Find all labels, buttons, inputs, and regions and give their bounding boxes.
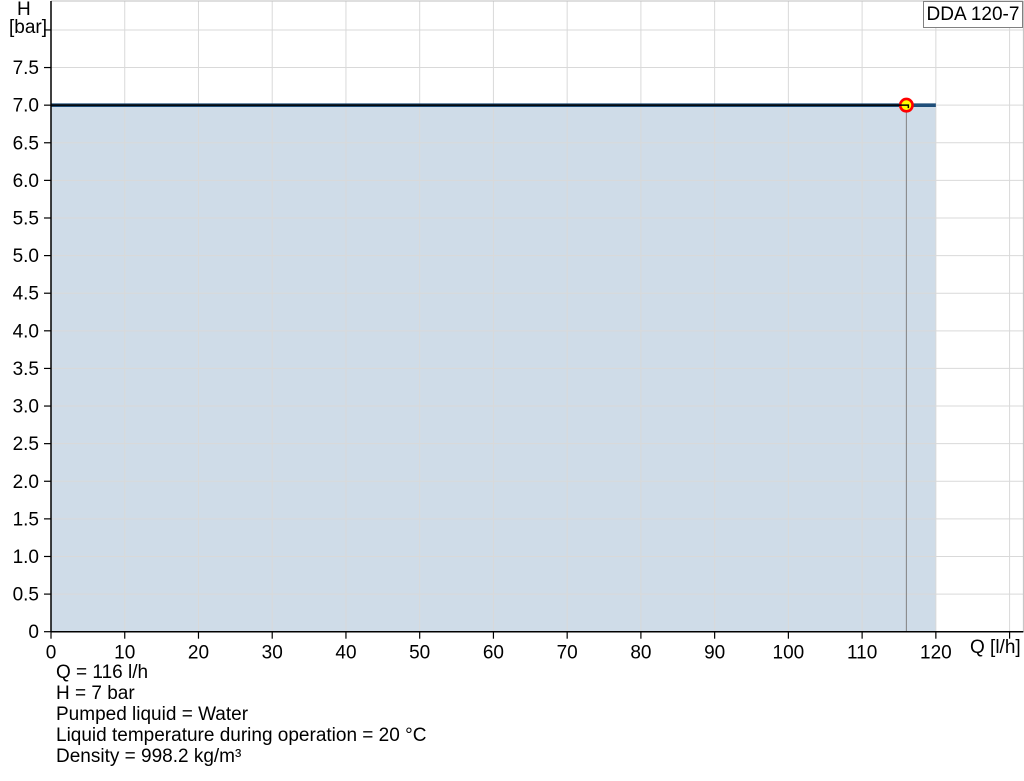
svg-text:10: 10 xyxy=(114,643,135,664)
svg-text:110: 110 xyxy=(847,643,877,664)
svg-text:1.5: 1.5 xyxy=(13,509,39,530)
svg-text:100: 100 xyxy=(773,643,805,664)
svg-text:6.0: 6.0 xyxy=(13,171,39,192)
svg-text:70: 70 xyxy=(557,643,578,664)
svg-text:4.0: 4.0 xyxy=(13,321,39,342)
svg-text:120: 120 xyxy=(920,643,952,664)
svg-text:5.0: 5.0 xyxy=(13,246,39,267)
svg-text:7.5: 7.5 xyxy=(13,58,39,79)
svg-text:3.0: 3.0 xyxy=(13,397,39,418)
svg-text:30: 30 xyxy=(262,643,283,664)
svg-text:2.0: 2.0 xyxy=(13,472,39,493)
svg-text:0: 0 xyxy=(28,622,39,643)
svg-text:40: 40 xyxy=(335,643,356,664)
svg-text:20: 20 xyxy=(188,643,209,664)
svg-text:50: 50 xyxy=(409,643,430,664)
svg-text:0: 0 xyxy=(46,643,57,664)
svg-text:5.5: 5.5 xyxy=(13,208,39,229)
svg-text:3.5: 3.5 xyxy=(13,359,39,380)
svg-text:7.0: 7.0 xyxy=(13,96,39,117)
svg-text:2.5: 2.5 xyxy=(13,434,39,455)
svg-text:80: 80 xyxy=(630,643,651,664)
svg-text:4.5: 4.5 xyxy=(13,284,39,305)
svg-text:1.0: 1.0 xyxy=(13,547,39,568)
svg-text:60: 60 xyxy=(483,643,504,664)
svg-text:0.5: 0.5 xyxy=(13,585,39,606)
svg-text:90: 90 xyxy=(704,643,725,664)
svg-text:6.5: 6.5 xyxy=(13,133,39,154)
